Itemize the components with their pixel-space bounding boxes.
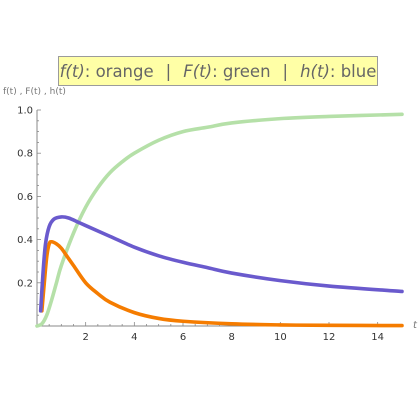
x-tick-label: 6 (180, 332, 186, 343)
axes (36, 109, 403, 327)
x-axis-label: t (413, 320, 417, 331)
series-layer (35, 112, 404, 328)
legend-F-color: : green (212, 61, 271, 81)
y-tick-label: 0.6 (17, 192, 33, 203)
x-tick-label: 8 (228, 332, 234, 343)
legend-f-symbol: f(t) (59, 61, 85, 81)
legend-separator: | (282, 61, 289, 81)
legend: f(t): orange | F(t): green | h(t): blue (58, 56, 378, 86)
ticks-layer: 2 4 6 8 10 12 14 0.2 0.4 0.6 0.8 1.0 (17, 106, 384, 344)
x-tick-label: 10 (274, 332, 287, 343)
y-tick-label: 1.0 (17, 106, 33, 117)
x-tick-label: 4 (131, 332, 137, 343)
legend-h-symbol: h(t) (300, 61, 330, 81)
x-tick-label: 2 (82, 332, 88, 343)
series-line-ft (40, 239, 404, 328)
y-axis-label: f(t) , F(t) , h(t) (3, 87, 66, 97)
legend-f-color: : orange (84, 61, 154, 81)
x-tick-label: 14 (371, 332, 384, 343)
legend-separator: | (165, 61, 172, 81)
y-tick-label: 0.8 (17, 149, 33, 160)
legend-F-symbol: F(t) (183, 61, 213, 81)
series-line-ht (38, 215, 404, 313)
y-tick-label: 0.2 (17, 278, 33, 289)
legend-h-color: : blue (329, 61, 377, 81)
x-tick-label: 12 (323, 332, 336, 343)
y-tick-label: 0.4 (17, 235, 33, 246)
series-line-Ft (35, 112, 404, 328)
